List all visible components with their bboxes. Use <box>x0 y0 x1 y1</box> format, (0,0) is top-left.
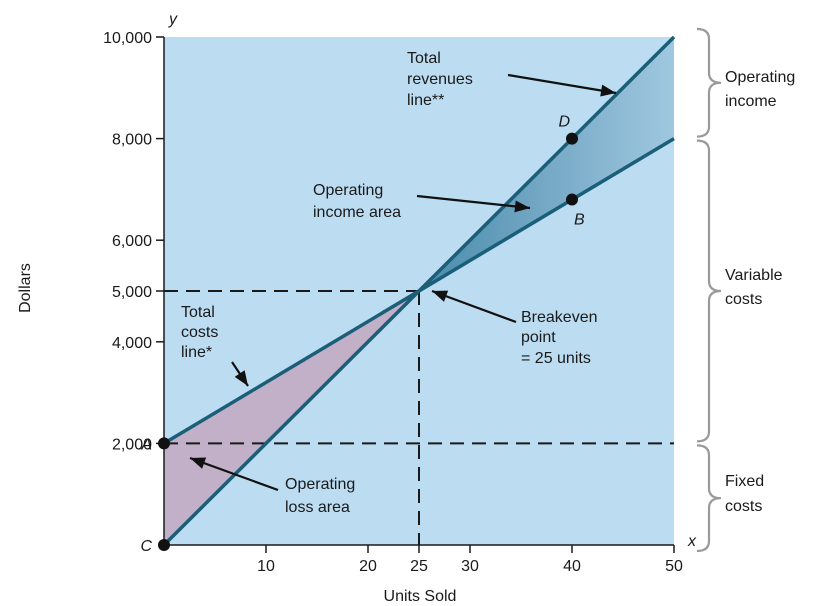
arrow-total-costs-head <box>234 370 248 386</box>
annotation-total-costs-3: line* <box>181 344 212 361</box>
y-tick-label: 10,000 <box>103 30 152 47</box>
annotation-operating-income-area-1: Operating <box>313 182 383 199</box>
series-lines <box>162 35 676 547</box>
point-label-D: D <box>558 114 570 131</box>
point-label-B: B <box>574 212 585 229</box>
annotation-breakeven-1: Breakeven <box>521 309 598 326</box>
brace-label-operating-income-1: Operating <box>725 69 795 86</box>
x-tick-label: 25 <box>410 558 428 575</box>
point-label-C: C <box>140 538 152 555</box>
x-tick-label: 10 <box>257 558 275 575</box>
arrow-operating-loss-area-head <box>190 457 207 469</box>
point-B <box>566 193 578 206</box>
arrow-operating-income-area-head <box>514 200 530 213</box>
point-A <box>158 437 170 450</box>
brace-label-variable-costs-2: costs <box>725 291 762 308</box>
arrow-total-revenues-head <box>600 84 616 97</box>
data-points: A B C D <box>140 114 585 555</box>
braces <box>696 27 722 553</box>
annotation-total-revenues-1: Total <box>407 50 441 67</box>
y-tick-label: 4,000 <box>112 335 152 352</box>
arrow-total-revenues <box>507 73 617 95</box>
guide-lines <box>164 290 674 545</box>
x-axis-letter: x <box>687 533 697 550</box>
brace-label-variable-costs-1: Variable <box>725 267 783 284</box>
arrow-operating-income-area <box>416 194 531 210</box>
x-axis-title: Units Sold <box>384 588 457 605</box>
arrow-operating-loss-area <box>189 456 279 492</box>
y-tick-label: 2,000 <box>112 436 152 453</box>
point-label-A: A <box>140 436 152 453</box>
brace-label-operating-income-2: income <box>725 93 777 110</box>
x-tick-label: 50 <box>665 558 683 575</box>
annotation-operating-loss-2: loss area <box>285 499 350 516</box>
y-tick-label: 6,000 <box>112 233 152 250</box>
annotation-total-revenues-2: revenues <box>407 71 473 88</box>
annotation-operating-income-area-2: income area <box>313 204 401 221</box>
annotation-arrows <box>189 73 617 492</box>
x-tick-label: 40 <box>563 558 581 575</box>
y-axis-title: Dollars <box>17 263 34 313</box>
arrow-breakeven-point-head <box>432 290 449 302</box>
point-D <box>566 132 578 145</box>
annotation-total-revenues-3: line** <box>407 92 444 109</box>
x-tick-label: 20 <box>359 558 377 575</box>
y-tick-label: 5,000 <box>112 284 152 301</box>
annotation-breakeven-2: point <box>521 329 556 346</box>
annotation-operating-loss-1: Operating <box>285 476 355 493</box>
brace-label-fixed-costs-2: costs <box>725 498 762 515</box>
brace-fixed-costs <box>696 444 722 553</box>
tick-labels: 2,000 4,000 5,000 6,000 8,000 10,000 10 20 25 30 4… <box>103 30 683 575</box>
brace-operating-income <box>696 27 722 138</box>
y-axis-letter: y <box>168 11 178 28</box>
brace-label-fixed-costs-1: Fixed <box>725 473 764 490</box>
y-tick-label: 8,000 <box>112 132 152 149</box>
x-tick-label: 30 <box>461 558 479 575</box>
point-C <box>158 539 170 551</box>
annotation-total-costs-2: costs <box>181 324 218 341</box>
annotation-total-costs-1: Total <box>181 304 215 321</box>
total-costs-line <box>163 137 675 445</box>
annotation-breakeven-3: = 25 units <box>521 350 591 367</box>
brace-variable-costs <box>696 139 722 443</box>
